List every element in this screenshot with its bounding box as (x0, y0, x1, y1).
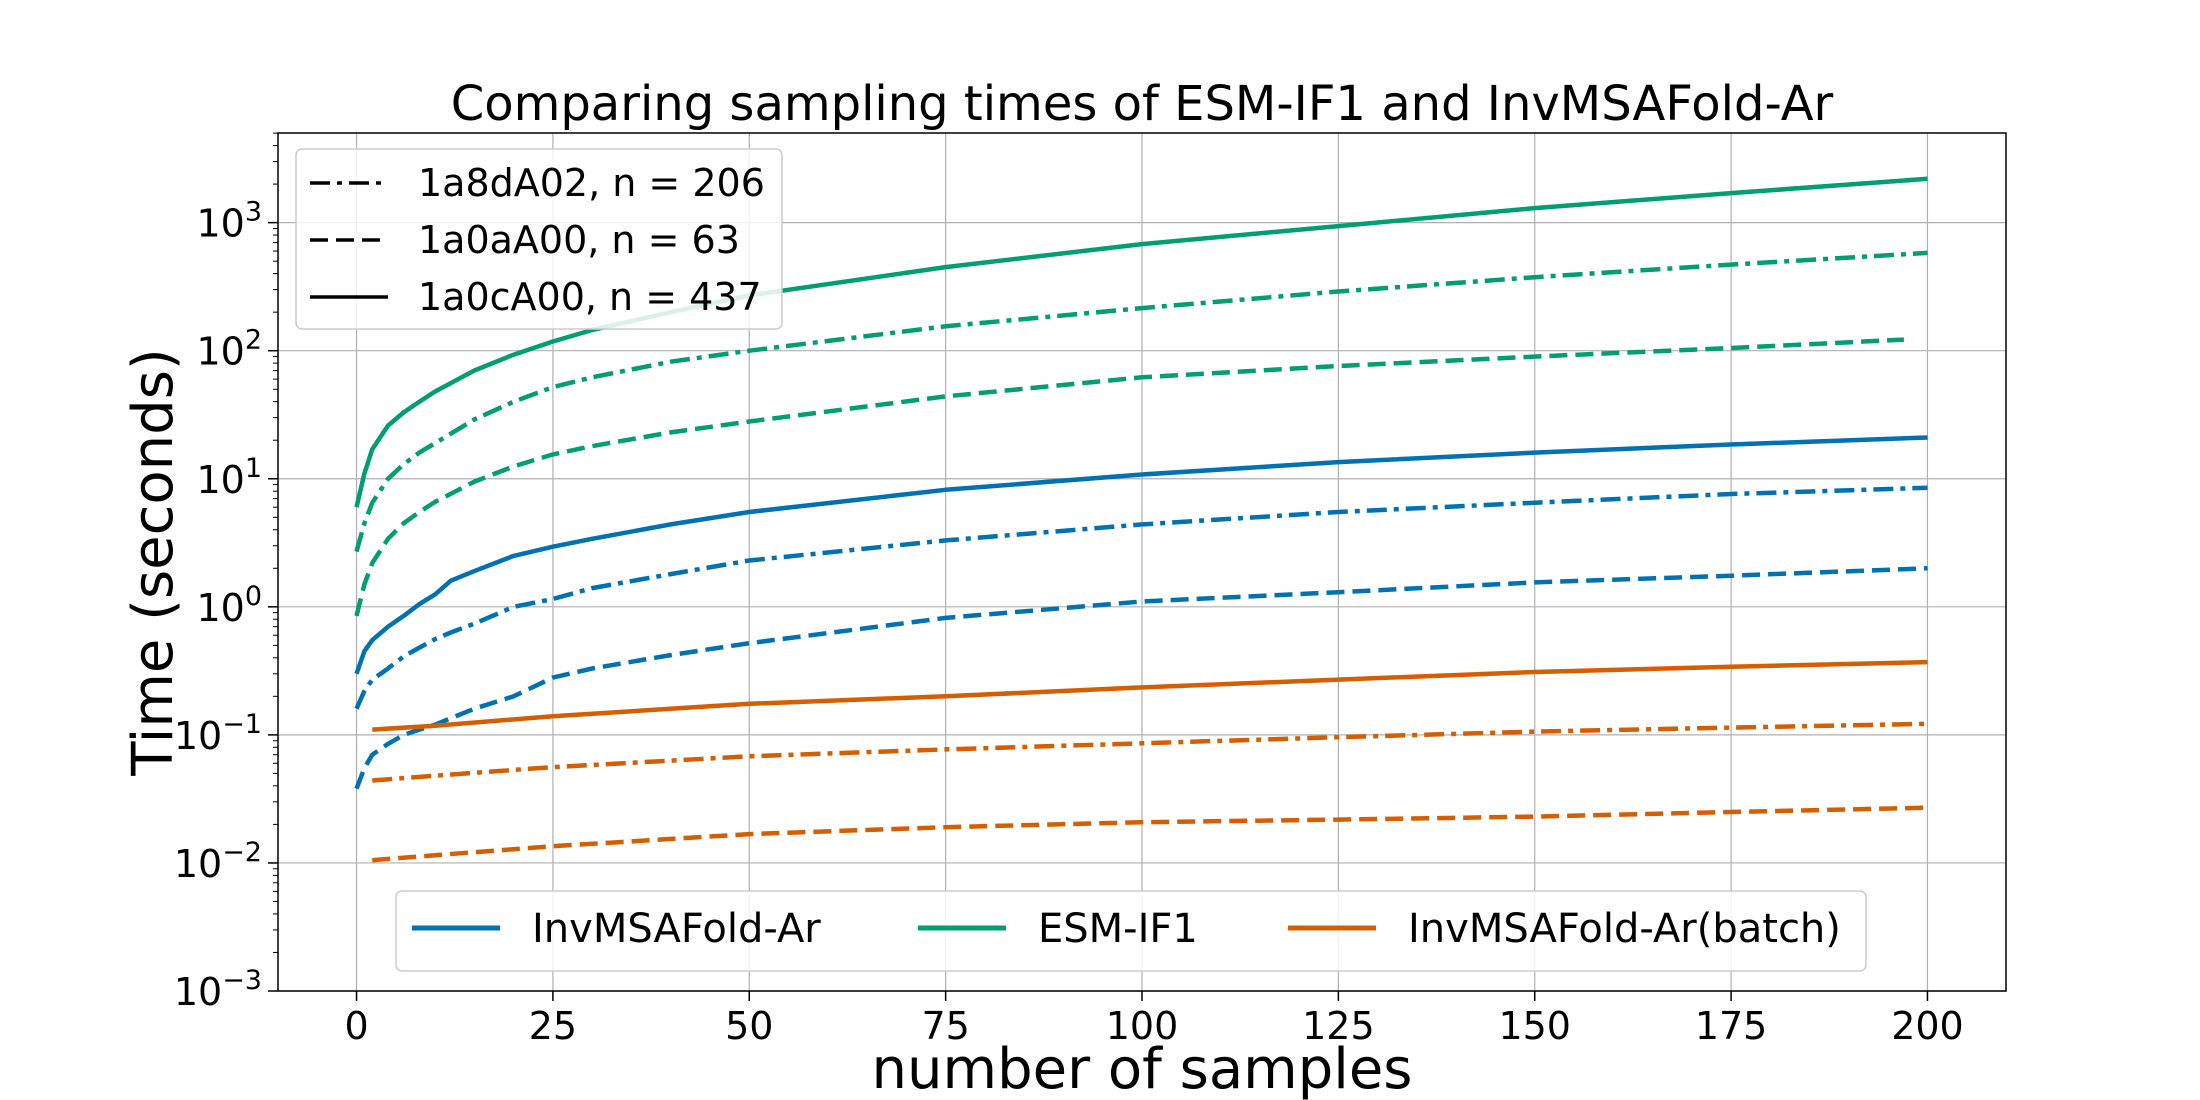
y-tick-label: 103 (196, 197, 262, 246)
legend-style-label: 1a8dA02, n = 206 (418, 161, 765, 205)
y-tick-label: 101 (196, 453, 262, 502)
legend-models-box (395, 890, 1867, 972)
legend-models: InvMSAFold-Ar ESM-IF1 InvMSAFold-Ar(batch) (395, 890, 1867, 972)
series-line-esm-if1-1a0ca00 (354, 176, 1928, 508)
y-tick-label: 10−3 (174, 965, 262, 1014)
x-tick-label: 125 (1302, 1004, 1375, 1048)
x-tick-label: 50 (725, 1004, 773, 1048)
y-tick-label: 10−2 (174, 837, 262, 886)
legend-model-label: ESM-IF1 (1038, 906, 1198, 952)
y-axis-label: Time (seconds) (121, 348, 186, 776)
series-line-invmsafold-ar-batch-1a0ca00 (372, 659, 1928, 732)
y-axis-ticks: 10−3 10−2 10−1 100 101 102 103 (174, 132, 278, 1014)
x-axis-ticks: 0 25 50 75 100 125 150 175 200 (344, 991, 1964, 1048)
legend-style-label: 1a0aA00, n = 63 (418, 218, 740, 262)
series-line-invmsafold-ar-1a8da02 (354, 485, 1928, 710)
series-line-esm-if1-1a8da02 (354, 250, 1928, 553)
x-tick-label: 100 (1106, 1004, 1179, 1048)
x-tick-label: 0 (344, 1004, 368, 1048)
y-tick-label: 10−1 (174, 709, 262, 758)
legend-style-label: 1a0cA00, n = 437 (418, 275, 762, 319)
series-line-invmsafold-ar-batch-1a0aa00 (372, 805, 1928, 863)
x-tick-label: 200 (1891, 1004, 1964, 1048)
x-tick-label: 150 (1498, 1004, 1571, 1048)
y-tick-label: 100 (196, 581, 262, 630)
y-tick-label: 102 (196, 325, 262, 374)
legend-line-styles-box (295, 148, 783, 330)
x-tick-label: 75 (921, 1004, 969, 1048)
series-line-invmsafold-ar-1a0ca00 (354, 435, 1928, 675)
series-line-invmsafold-ar-1a0aa00 (354, 566, 1928, 790)
series-line-invmsafold-ar-batch-1a8da02 (372, 721, 1928, 783)
x-axis-label: number of samples (872, 1037, 1413, 1100)
series-line-esm-if1-1a0aa00 (354, 337, 1905, 617)
series-layer (354, 176, 1928, 863)
legend-line-styles: 1a8dA02, n = 206 1a0aA00, n = 63 1a0cA00, … (295, 148, 783, 330)
chart-title: Comparing sampling times of ESM-IF1 and … (451, 76, 1834, 132)
x-tick-label: 25 (529, 1004, 577, 1048)
x-tick-label: 175 (1695, 1004, 1768, 1048)
legend-model-label: InvMSAFold-Ar(batch) (1408, 906, 1841, 952)
legend-model-label: InvMSAFold-Ar (532, 906, 821, 952)
